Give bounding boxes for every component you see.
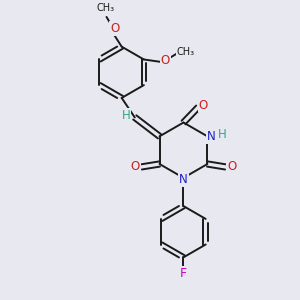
Text: O: O xyxy=(110,22,120,35)
Text: N: N xyxy=(179,173,188,186)
Text: H: H xyxy=(218,128,227,141)
Text: CH₃: CH₃ xyxy=(96,3,114,13)
Text: O: O xyxy=(199,98,208,112)
Text: F: F xyxy=(180,267,187,280)
Text: O: O xyxy=(227,160,236,173)
Text: CH₃: CH₃ xyxy=(177,46,195,57)
Text: H: H xyxy=(122,109,130,122)
Text: N: N xyxy=(207,130,215,143)
Text: O: O xyxy=(160,54,170,68)
Text: O: O xyxy=(130,160,140,173)
